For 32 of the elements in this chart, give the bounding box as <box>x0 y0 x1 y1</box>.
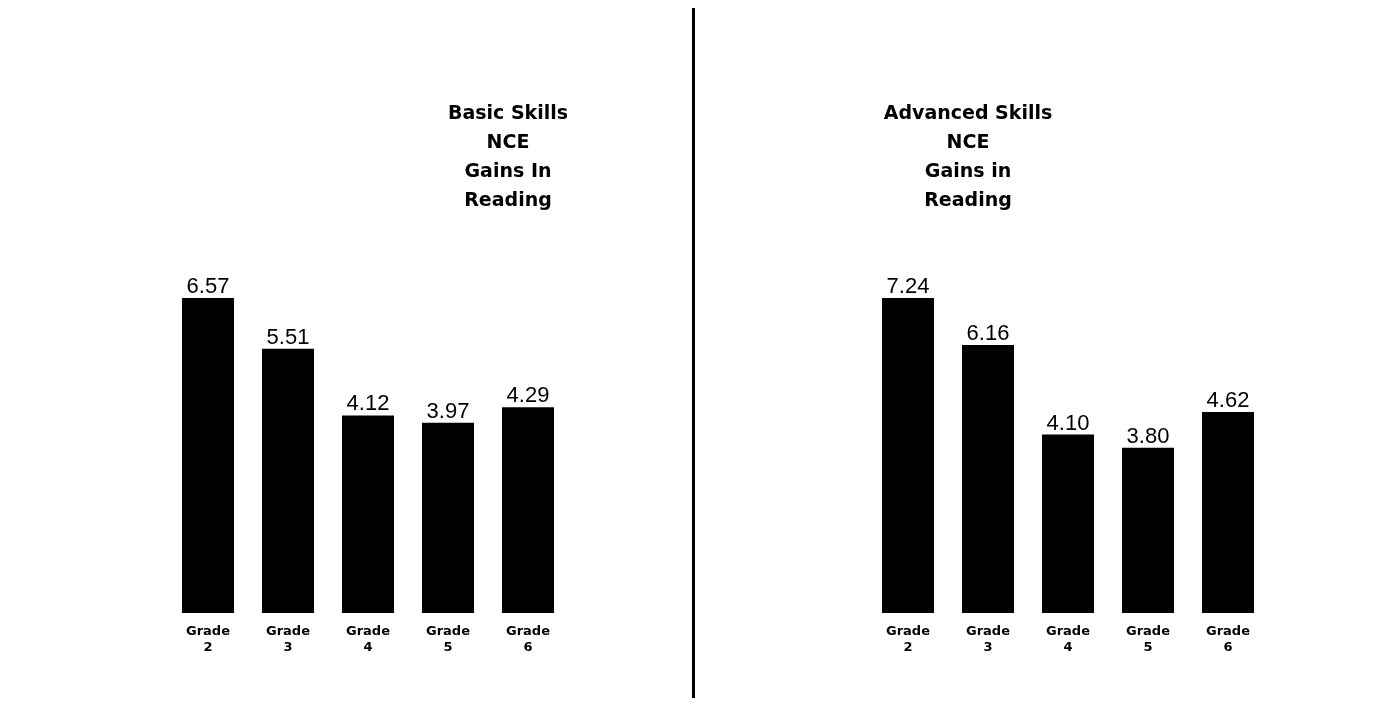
x-tick-label: Grade 2 <box>886 623 931 654</box>
data-label: 4.29 <box>506 382 550 408</box>
x-tick-label: Grade 3 <box>966 623 1011 654</box>
data-label: 4.12 <box>346 390 390 416</box>
bar <box>962 344 1014 613</box>
x-tick-label: Grade 2 <box>186 623 231 654</box>
data-label: 5.51 <box>266 323 310 349</box>
chart-title: Advanced Skills NCE Gains in Reading <box>882 100 1054 212</box>
bar <box>1042 434 1094 613</box>
data-label: 4.10 <box>1046 409 1090 435</box>
bar <box>1202 411 1254 613</box>
x-tick-label: Grade 6 <box>1206 623 1251 654</box>
chart-title: Basic Skills NCE Gains In Reading <box>446 100 570 212</box>
bar <box>182 298 234 613</box>
x-tick-label: Grade 4 <box>346 623 391 654</box>
bar <box>262 348 314 613</box>
x-tick-label: Grade 5 <box>426 623 471 654</box>
bar <box>342 415 394 613</box>
bar <box>502 407 554 613</box>
data-label: 7.24 <box>886 273 930 298</box>
data-label: 6.16 <box>966 319 1010 345</box>
data-label: 6.57 <box>186 273 230 298</box>
x-tick-label: Grade 4 <box>1046 623 1091 654</box>
data-label: 4.62 <box>1206 386 1250 412</box>
bar <box>422 422 474 613</box>
x-tick-label: Grade 5 <box>1126 623 1171 654</box>
x-tick-label: Grade 3 <box>266 623 311 654</box>
bar <box>882 298 934 613</box>
bar <box>1122 447 1174 613</box>
data-label: 3.80 <box>1126 422 1170 448</box>
x-tick-label: Grade 6 <box>506 623 551 654</box>
data-label: 3.97 <box>426 397 470 423</box>
